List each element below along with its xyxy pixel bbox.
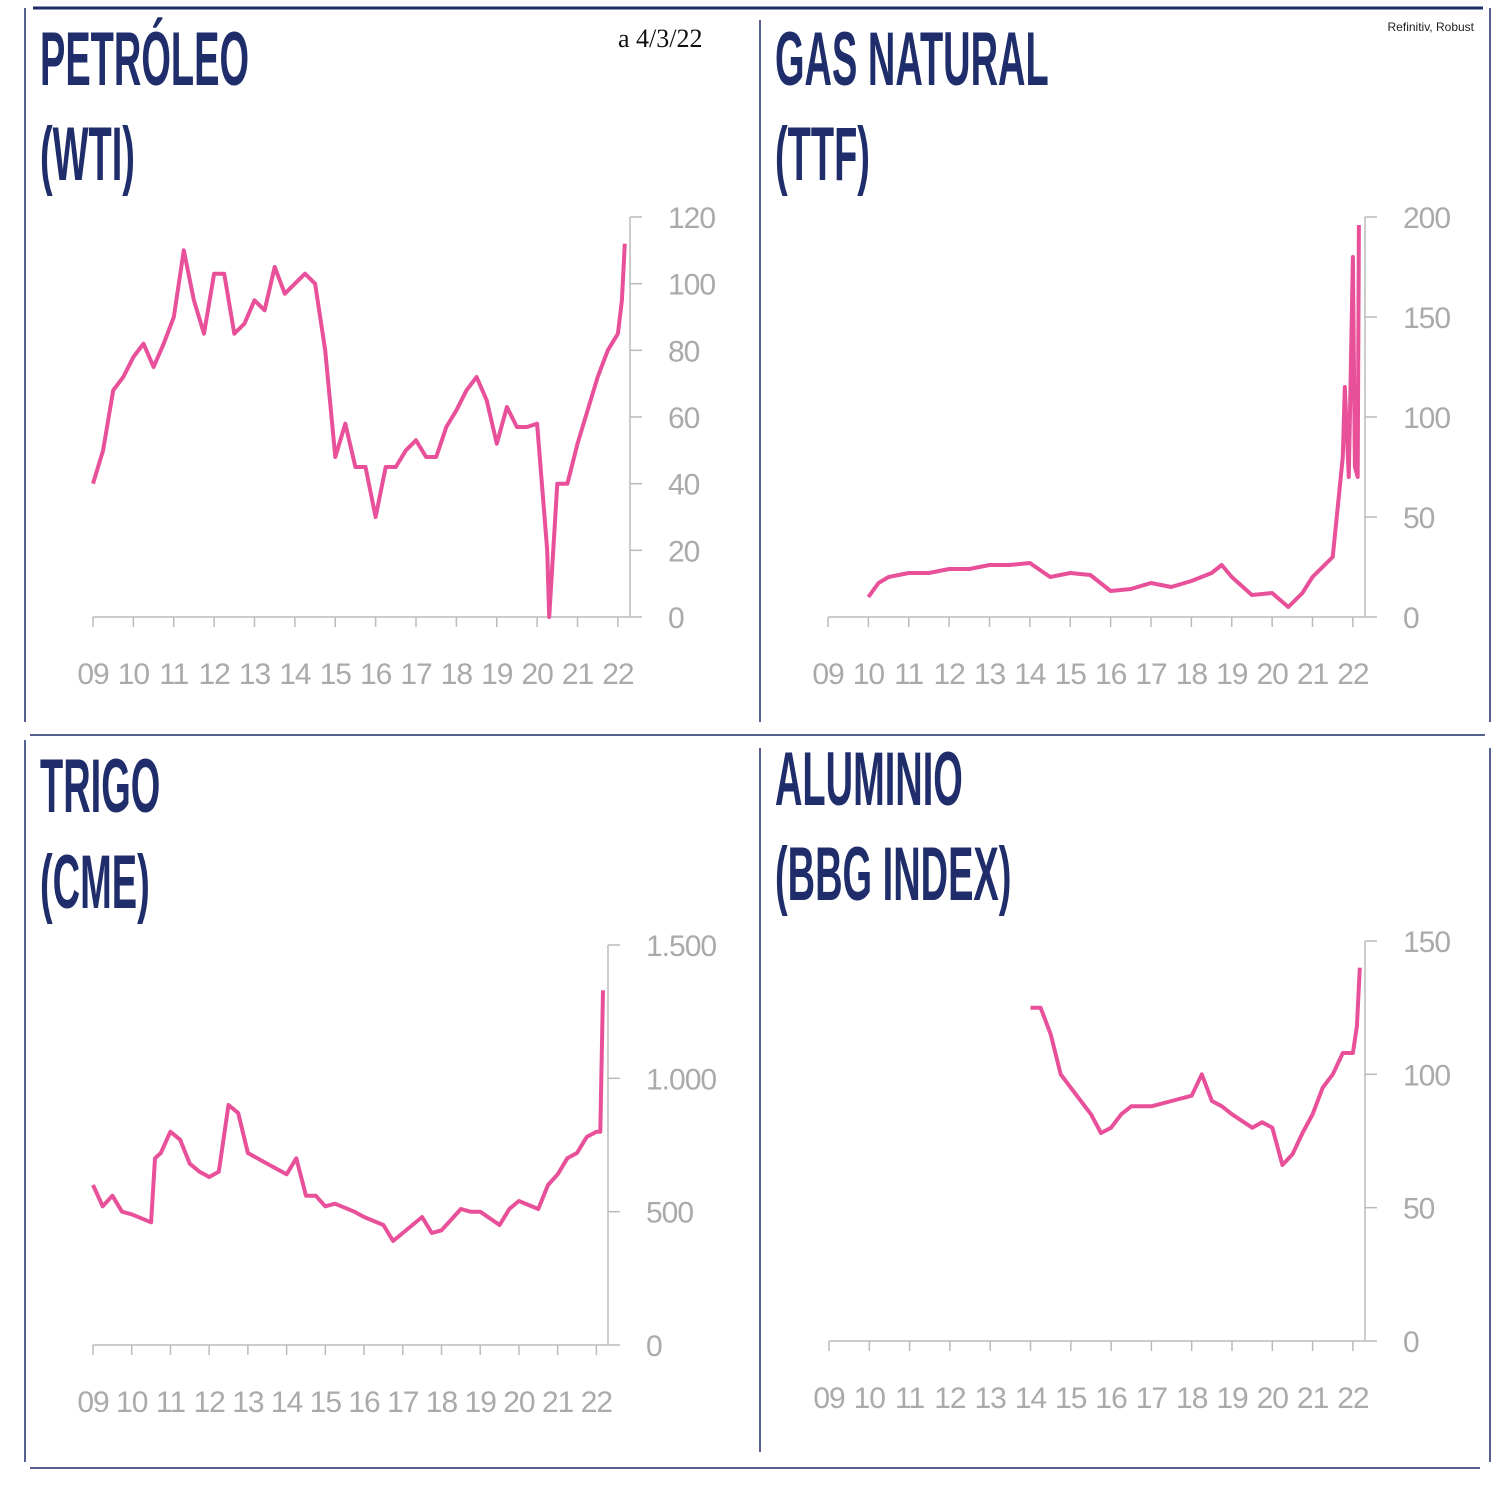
- x-tick-label: 11: [156, 1386, 185, 1419]
- x-tick-label: 16: [360, 658, 392, 691]
- y-tick-label: 150: [1403, 926, 1450, 959]
- y-tick-label: 500: [646, 1197, 693, 1230]
- y-tick-label: 1.500: [646, 930, 716, 963]
- x-tick-label: 14: [279, 658, 311, 691]
- x-tick-label: 12: [198, 658, 230, 691]
- x-tick-label: 10: [118, 658, 150, 691]
- x-tick-label: 13: [239, 658, 271, 691]
- y-tick-label: 40: [668, 469, 700, 502]
- x-tick-label: 19: [465, 1386, 497, 1419]
- x-tick-label: 19: [481, 658, 513, 691]
- x-tick-label: 14: [271, 1386, 303, 1419]
- chart-title: TRIGO: [40, 744, 160, 829]
- x-tick-label: 18: [1176, 658, 1208, 691]
- x-tick-label: 22: [1337, 1382, 1369, 1415]
- chart-title: ALUMINIO: [775, 737, 963, 822]
- x-tick-label: 17: [1136, 1382, 1168, 1415]
- chart-title: GAS NATURAL: [775, 17, 1049, 102]
- x-tick-label: 13: [232, 1386, 264, 1419]
- y-tick-label: 0: [668, 602, 684, 635]
- x-tick-label: 15: [1055, 1382, 1087, 1415]
- y-tick-label: 50: [1403, 502, 1435, 535]
- x-tick-label: 09: [77, 658, 109, 691]
- y-tick-label: 100: [668, 269, 715, 302]
- x-tick-label: 09: [77, 1386, 109, 1419]
- y-tick-label: 50: [1403, 1193, 1435, 1226]
- x-tick-label: 20: [503, 1386, 535, 1419]
- y-tick-label: 1.000: [646, 1063, 716, 1096]
- x-tick-label: 20: [1257, 1382, 1289, 1415]
- x-tick-label: 13: [974, 658, 1006, 691]
- x-tick-label: 20: [1256, 658, 1288, 691]
- x-tick-label: 18: [1176, 1382, 1208, 1415]
- x-tick-label: 15: [320, 658, 352, 691]
- y-tick-label: 20: [668, 535, 700, 568]
- x-tick-label: 16: [1095, 658, 1127, 691]
- x-tick-label: 20: [521, 658, 553, 691]
- x-tick-label: 12: [193, 1386, 225, 1419]
- x-tick-label: 13: [975, 1382, 1007, 1415]
- price-line: [866, 224, 1361, 609]
- x-tick-label: 14: [1014, 658, 1046, 691]
- x-tick-label: 10: [854, 1382, 886, 1415]
- chart-title: PETRÓLEO: [40, 17, 249, 102]
- y-tick-label: 0: [646, 1330, 662, 1363]
- x-tick-label: 15: [310, 1386, 342, 1419]
- chart-subtitle: (BBG INDEX): [775, 832, 1011, 917]
- date-note: a 4/3/22: [618, 24, 703, 53]
- x-tick-label: 21: [1297, 658, 1329, 691]
- x-tick-label: 17: [1135, 658, 1167, 691]
- x-tick-label: 22: [1337, 658, 1369, 691]
- y-tick-label: 0: [1403, 1326, 1419, 1359]
- chart-subtitle: (CME): [40, 840, 150, 925]
- y-tick-label: 120: [668, 202, 715, 235]
- chart-subtitle: (WTI): [40, 112, 135, 197]
- source: Refinitiv, Robust: [1388, 20, 1475, 34]
- x-tick-label: 21: [562, 658, 594, 691]
- y-tick-label: 150: [1403, 302, 1450, 335]
- price-line: [91, 243, 627, 619]
- x-tick-label: 21: [542, 1386, 574, 1419]
- x-tick-label: 16: [1095, 1382, 1127, 1415]
- y-tick-label: 0: [1403, 602, 1419, 635]
- y-tick-label: 60: [668, 402, 700, 435]
- x-tick-label: 12: [934, 1382, 966, 1415]
- x-tick-label: 22: [602, 658, 634, 691]
- x-tick-label: 11: [894, 658, 923, 691]
- x-tick-label: 17: [387, 1386, 419, 1419]
- x-tick-label: 17: [400, 658, 432, 691]
- x-tick-label: 21: [1297, 1382, 1329, 1415]
- x-tick-label: 11: [159, 658, 188, 691]
- x-tick-label: 09: [812, 658, 844, 691]
- x-tick-label: 12: [933, 658, 965, 691]
- x-tick-label: 19: [1216, 658, 1248, 691]
- y-tick-label: 80: [668, 335, 700, 368]
- x-tick-label: 14: [1015, 1382, 1047, 1415]
- y-tick-label: 100: [1403, 1059, 1450, 1092]
- x-tick-label: 18: [426, 1386, 458, 1419]
- x-tick-label: 10: [116, 1386, 148, 1419]
- x-tick-label: 11: [895, 1382, 924, 1415]
- x-tick-label: 22: [581, 1386, 613, 1419]
- x-tick-label: 16: [348, 1386, 380, 1419]
- x-tick-label: 19: [1216, 1382, 1248, 1415]
- price-line: [1030, 967, 1362, 1167]
- price-line: [91, 990, 605, 1243]
- x-tick-label: 15: [1055, 658, 1087, 691]
- y-tick-label: 200: [1403, 202, 1450, 235]
- x-tick-label: 18: [441, 658, 473, 691]
- chart-subtitle: (TTF): [775, 112, 870, 197]
- y-tick-label: 100: [1403, 402, 1450, 435]
- x-tick-label: 10: [853, 658, 885, 691]
- x-tick-label: 09: [813, 1382, 845, 1415]
